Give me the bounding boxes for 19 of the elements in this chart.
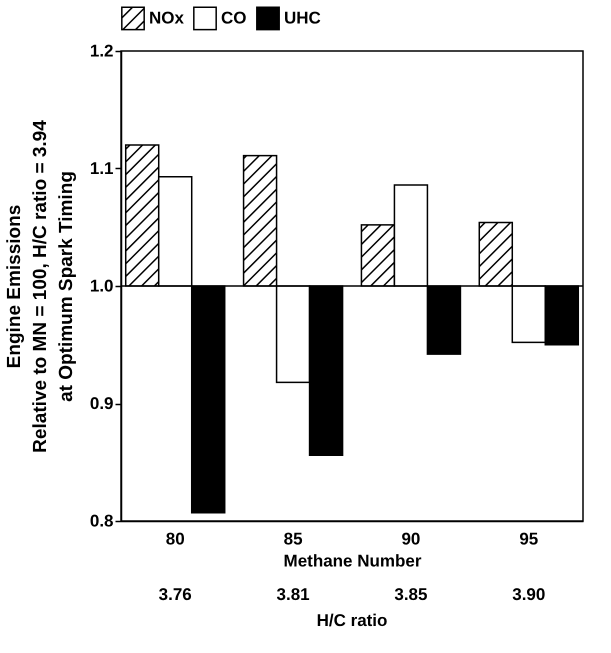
text: 3.85 bbox=[394, 585, 428, 604]
x-tick-label: 85 bbox=[284, 530, 303, 548]
text: H/C ratio bbox=[316, 611, 388, 630]
text: 3.81 bbox=[276, 585, 310, 604]
legend-label: UHC bbox=[284, 8, 321, 28]
x-tick-label: 90 bbox=[401, 530, 420, 548]
y-tick-label: 1.1 bbox=[90, 159, 114, 178]
legend-label: NOx bbox=[149, 8, 184, 28]
y-tick-label: 1.2 bbox=[90, 42, 114, 60]
y-tick-label: 0.9 bbox=[90, 394, 114, 413]
y-tick-label: 0.8 bbox=[90, 512, 114, 530]
text: 3.90 bbox=[512, 585, 546, 604]
y-axis-title: Engine Emissions Relative to MN = 100, H/C ratio = 3.94 at Optimum Spark Timing bbox=[4, 120, 77, 453]
y-tick-label: 1.0 bbox=[90, 276, 114, 296]
x-tick-label: 80 bbox=[166, 530, 185, 548]
x-tick-label: 95 bbox=[519, 530, 538, 548]
legend-label: CO bbox=[221, 8, 246, 28]
x-axis-title: Methane Number bbox=[284, 552, 422, 570]
text: 3.76 bbox=[158, 585, 192, 604]
